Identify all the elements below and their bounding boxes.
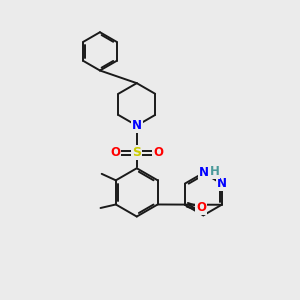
Text: N: N: [132, 119, 142, 132]
Text: O: O: [110, 146, 121, 159]
Text: O: O: [153, 146, 163, 159]
Text: S: S: [132, 146, 141, 159]
Text: O: O: [196, 201, 206, 214]
Text: N: N: [217, 177, 227, 190]
Text: H: H: [209, 165, 219, 178]
Text: N: N: [199, 166, 209, 179]
